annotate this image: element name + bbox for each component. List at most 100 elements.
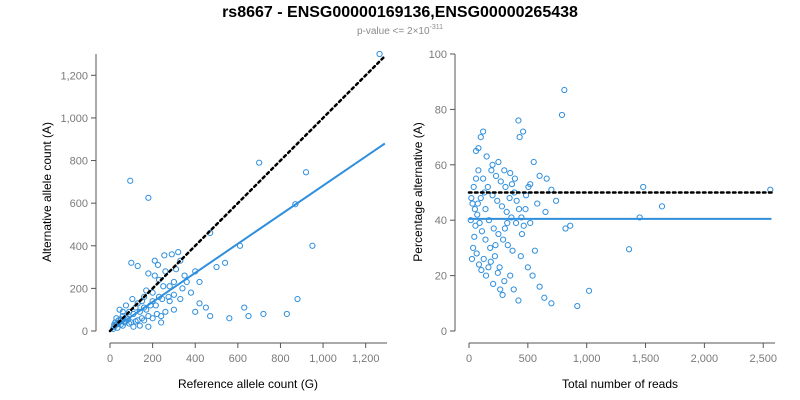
right-data-point (485, 217, 493, 224)
right-data-point (488, 167, 495, 174)
left-y-tick-label: 200 (70, 283, 88, 295)
right-data-point (495, 158, 502, 166)
right-data-point (468, 255, 476, 263)
right-data-point (525, 183, 532, 191)
left-data-point (170, 278, 178, 286)
chart-title: rs8667 - ENSG00000169136,ENSG00000265438 (222, 4, 578, 21)
left-data-point (166, 283, 173, 290)
right-data-point (636, 214, 643, 221)
right-data-point (558, 111, 566, 119)
left-x-tick-label: 200 (143, 353, 161, 365)
right-data-point (498, 203, 506, 210)
left-y-axis-label: Alternative allele count (A) (40, 122, 54, 262)
left-y-tick-label: 800 (70, 156, 88, 168)
right-data-point (510, 286, 517, 293)
right-data-point (490, 225, 497, 232)
right-data-point (485, 264, 492, 271)
right-data-point (475, 261, 483, 268)
right-data-point (531, 247, 539, 254)
left-data-point (122, 302, 130, 309)
left-data-point (154, 261, 162, 269)
right-data-point (492, 242, 499, 249)
left-data-point (158, 319, 165, 326)
right-data-point (536, 172, 543, 179)
left-data-point (245, 312, 252, 320)
right-data-point (497, 286, 504, 293)
right-y-axis: 0 20 40 60 80 100 (429, 49, 456, 338)
right-data-point (480, 175, 487, 182)
left-data-point (113, 315, 120, 322)
left-data-point (376, 50, 383, 58)
right-data-point (477, 194, 484, 202)
right-data-point (552, 197, 560, 204)
right-data-point (473, 250, 480, 257)
left-x-tick-label: 1,000 (309, 353, 337, 365)
right-data-point (470, 183, 477, 191)
right-y-tick-label: 80 (435, 104, 447, 116)
right-data-point (527, 219, 534, 227)
left-data-point (151, 272, 158, 279)
right-data-point (480, 128, 487, 135)
left-data-point (127, 177, 134, 184)
right-data-point (475, 167, 482, 174)
right-x-tick-label: 1,000 (573, 353, 601, 365)
right-data-point (515, 206, 523, 213)
left-data-point (116, 306, 123, 313)
right-data-point (512, 219, 520, 227)
left-lines (108, 54, 387, 333)
right-points (467, 86, 774, 310)
right-data-point (534, 200, 541, 207)
left-data-point (161, 252, 168, 259)
left-points (110, 50, 383, 332)
left-reference-line (108, 54, 387, 333)
right-data-point (491, 253, 498, 260)
right-data-point (548, 186, 555, 193)
left-data-point (126, 320, 133, 327)
right-y-tick-label: 0 (441, 326, 447, 338)
right-data-point (483, 153, 490, 160)
left-x-tick-label: 600 (229, 353, 247, 365)
left-data-point (309, 242, 316, 249)
right-data-point (484, 183, 491, 191)
right-data-point (515, 297, 522, 304)
right-x-axis-label: Total number of reads (562, 377, 678, 391)
right-data-point (497, 178, 504, 185)
left-data-point (152, 302, 159, 309)
right-data-point (516, 134, 523, 141)
right-x-tick-label: 0 (466, 353, 472, 365)
right-data-point (508, 214, 515, 221)
left-data-point (196, 300, 203, 307)
left-data-point (129, 295, 136, 303)
right-data-point (474, 211, 481, 218)
right-data-point (515, 117, 522, 124)
right-data-point (504, 242, 511, 249)
right-data-point (471, 206, 478, 213)
right-data-point (487, 244, 494, 251)
right-data-point (478, 266, 485, 274)
left-data-point (134, 300, 141, 307)
right-data-point (511, 175, 519, 182)
chart-subtitle: p-value <= 2×10-311 (357, 24, 443, 37)
right-data-point (658, 203, 666, 210)
right-data-point (518, 230, 526, 238)
left-data-point (192, 308, 199, 315)
right-data-point (482, 206, 489, 213)
left-data-point (260, 310, 267, 318)
right-data-point (501, 225, 508, 232)
right-data-point (524, 264, 531, 271)
right-data-point (503, 208, 510, 215)
right-data-point (507, 272, 514, 279)
right-data-point (542, 208, 549, 215)
allele-count-scatter: 0 200 400 600 800 1,000 1,200 0 200 400 600 800 1,0… (40, 50, 387, 391)
right-data-point (530, 158, 537, 166)
right-data-point (495, 230, 502, 238)
right-data-point (506, 194, 513, 202)
right-data-point (472, 222, 479, 229)
right-data-point (471, 233, 478, 240)
left-y-axis: 0 200 400 600 800 1,000 1,200 (60, 54, 97, 338)
left-data-point (140, 304, 148, 311)
right-data-point (494, 197, 501, 204)
right-data-point (507, 170, 514, 177)
left-data-point (177, 295, 184, 303)
